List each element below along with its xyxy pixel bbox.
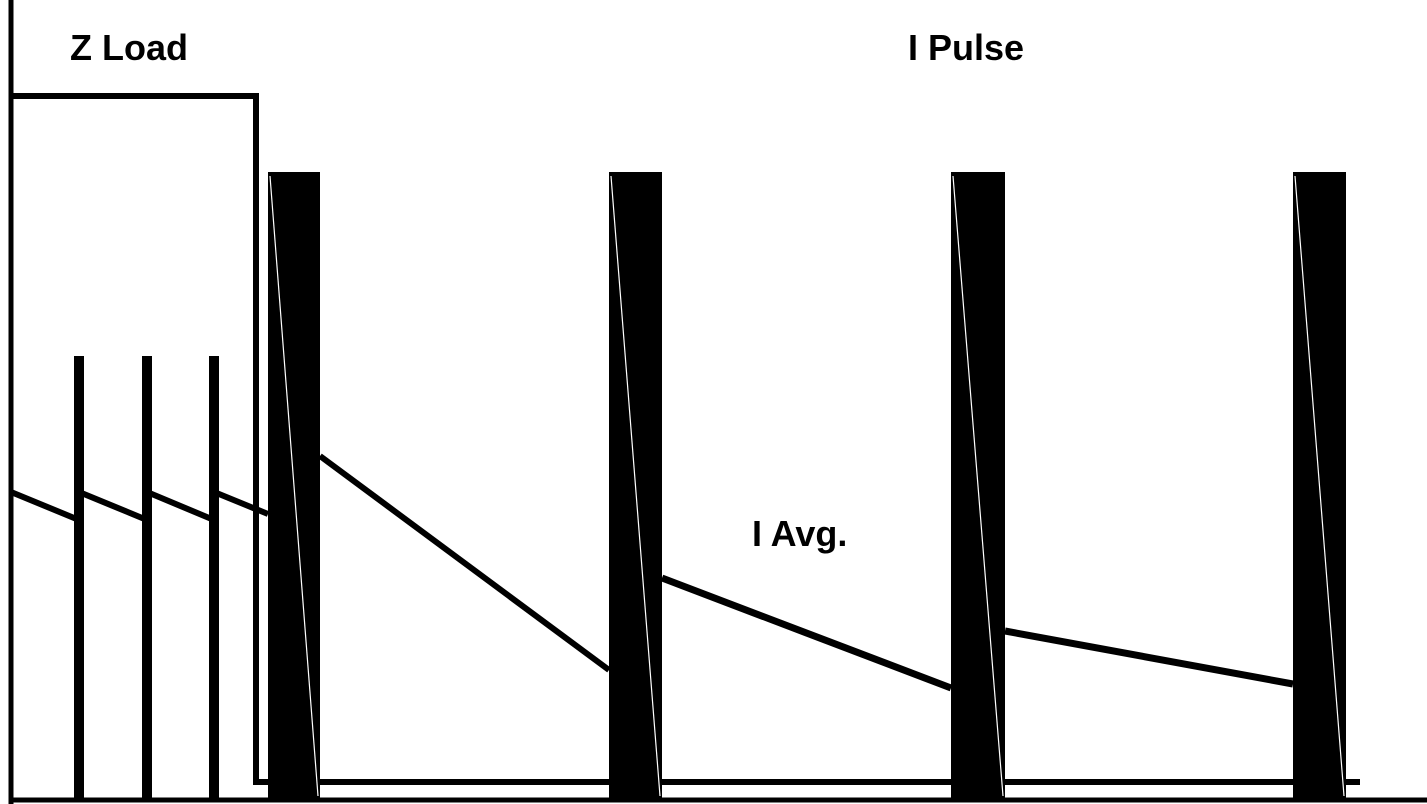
i-avg-line [1004,627,1294,688]
pulse-edge-mark [1294,175,1345,797]
i-avg-label: I Avg. [752,513,847,554]
i-avg-line [660,574,953,692]
i-pulse-label: I Pulse [908,27,1024,68]
z-load-label: Z Load [70,27,188,68]
i-avg-line [9,487,270,525]
pulse-edge-mark [269,175,319,797]
pulse-edge-mark [952,175,1004,797]
z-load-waveform [11,93,1360,785]
i-avg-line [318,453,611,673]
pulse-edge-mark [610,175,661,797]
